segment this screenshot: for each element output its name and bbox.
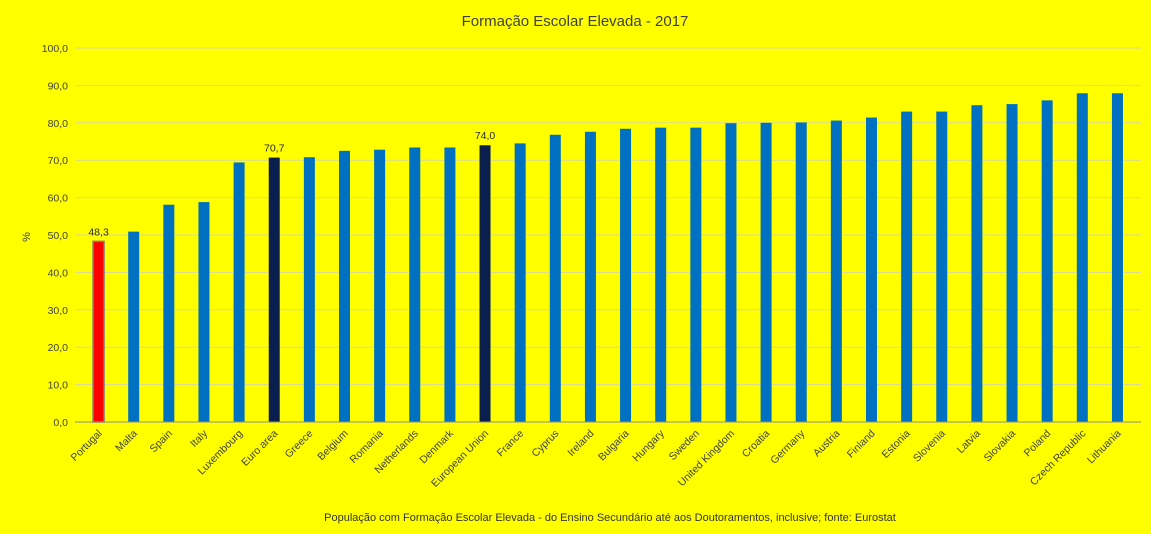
bar-slovenia	[936, 111, 948, 422]
x-tick-label: Bulgaria	[596, 428, 632, 464]
bar-united-kingdom	[725, 123, 737, 422]
bar-latvia	[971, 105, 983, 423]
bar-bulgaria	[620, 128, 632, 422]
y-tick-label: 40,0	[48, 267, 69, 279]
bar-estonia	[901, 111, 913, 422]
x-tick-label: Germany	[768, 427, 808, 467]
x-tick-label: Poland	[1022, 428, 1054, 460]
bar-ireland	[584, 131, 596, 422]
y-tick-label: 50,0	[48, 230, 69, 242]
bar-cyprus	[549, 134, 561, 422]
bar-greece	[303, 157, 315, 422]
data-labels: 48,3 70,7 74,0	[88, 130, 495, 238]
x-tick-label: Slovakia	[982, 428, 1019, 465]
x-tick-label: Lithuania	[1085, 428, 1124, 467]
bar-france	[514, 143, 526, 422]
y-tick-label: 30,0	[48, 305, 69, 317]
x-tick-label: Slovenia	[911, 428, 948, 465]
bar-euro-area	[268, 157, 280, 422]
y-tick-label: 60,0	[48, 193, 69, 205]
bar-portugal	[92, 240, 105, 423]
y-tick-label: 20,0	[48, 342, 69, 354]
x-tick-label: Ireland	[565, 428, 596, 459]
bar-sweden	[690, 127, 702, 423]
gridlines	[75, 47, 1141, 386]
x-tick-label: Sweden	[667, 428, 702, 463]
bar-italy	[198, 202, 210, 422]
x-tick-label: Latvia	[955, 428, 983, 456]
bar-finland	[866, 117, 877, 423]
data-label: 70,7	[264, 143, 285, 155]
bar-croatia	[760, 122, 772, 423]
y-tick-label: 80,0	[48, 118, 69, 130]
bar-czech-republic	[1076, 93, 1088, 422]
data-label: 74,0	[475, 130, 496, 142]
x-tick-label: Croatia	[740, 428, 773, 461]
x-tick-label: Greece	[283, 428, 316, 461]
bar-romania	[374, 149, 386, 422]
x-tick-label: Finland	[845, 428, 878, 461]
x-tick-label: Malta	[113, 428, 140, 455]
y-tick-label: 10,0	[48, 380, 69, 392]
y-tick-label: 0,0	[53, 417, 68, 429]
bar-denmark	[444, 147, 456, 422]
y-tick-label: 70,0	[48, 155, 69, 167]
x-tick-label: Estonia	[879, 428, 912, 461]
plot-area	[75, 44, 1141, 423]
bar-netherlands	[409, 147, 421, 422]
footnote: População com Formação Escolar Elevada -…	[324, 512, 896, 524]
y-tick-label: 90,0	[48, 80, 69, 92]
bar-hungary	[655, 127, 667, 423]
bar-belgium	[339, 150, 350, 422]
x-tick-label: Portugal	[69, 428, 105, 464]
bars	[92, 93, 1123, 423]
y-tick-label: 100,0	[42, 43, 68, 55]
x-tick-label: Spain	[147, 428, 175, 456]
bar-slovakia	[1006, 104, 1018, 422]
x-tick-label: France	[495, 428, 527, 460]
x-tick-label: Euro area	[239, 428, 280, 469]
bar-poland	[1041, 100, 1053, 423]
bar-luxembourg	[233, 162, 245, 422]
x-tick-label: Belgium	[315, 427, 350, 462]
bar-malta	[128, 231, 140, 422]
y-axis-ticks: 0,0 10,0 20,0 30,0 40,0 50,0 60,0 70,0 80,0 90,0 1…	[42, 43, 68, 429]
bar-spain	[163, 204, 175, 422]
chart-title: Formação Escolar Elevada - 2017	[462, 13, 689, 30]
bar-european-union	[479, 145, 491, 423]
x-tick-label: Austria	[811, 428, 843, 460]
y-axis-label: %	[21, 232, 33, 242]
bar-lithuania	[1111, 93, 1123, 422]
x-tick-label: Cyprus	[529, 428, 561, 460]
x-tick-label: Italy	[188, 427, 211, 450]
data-label: 48,3	[88, 226, 109, 238]
x-tick-label: Hungary	[630, 427, 667, 464]
bar-austria	[830, 120, 842, 422]
bar-germany	[795, 122, 807, 423]
